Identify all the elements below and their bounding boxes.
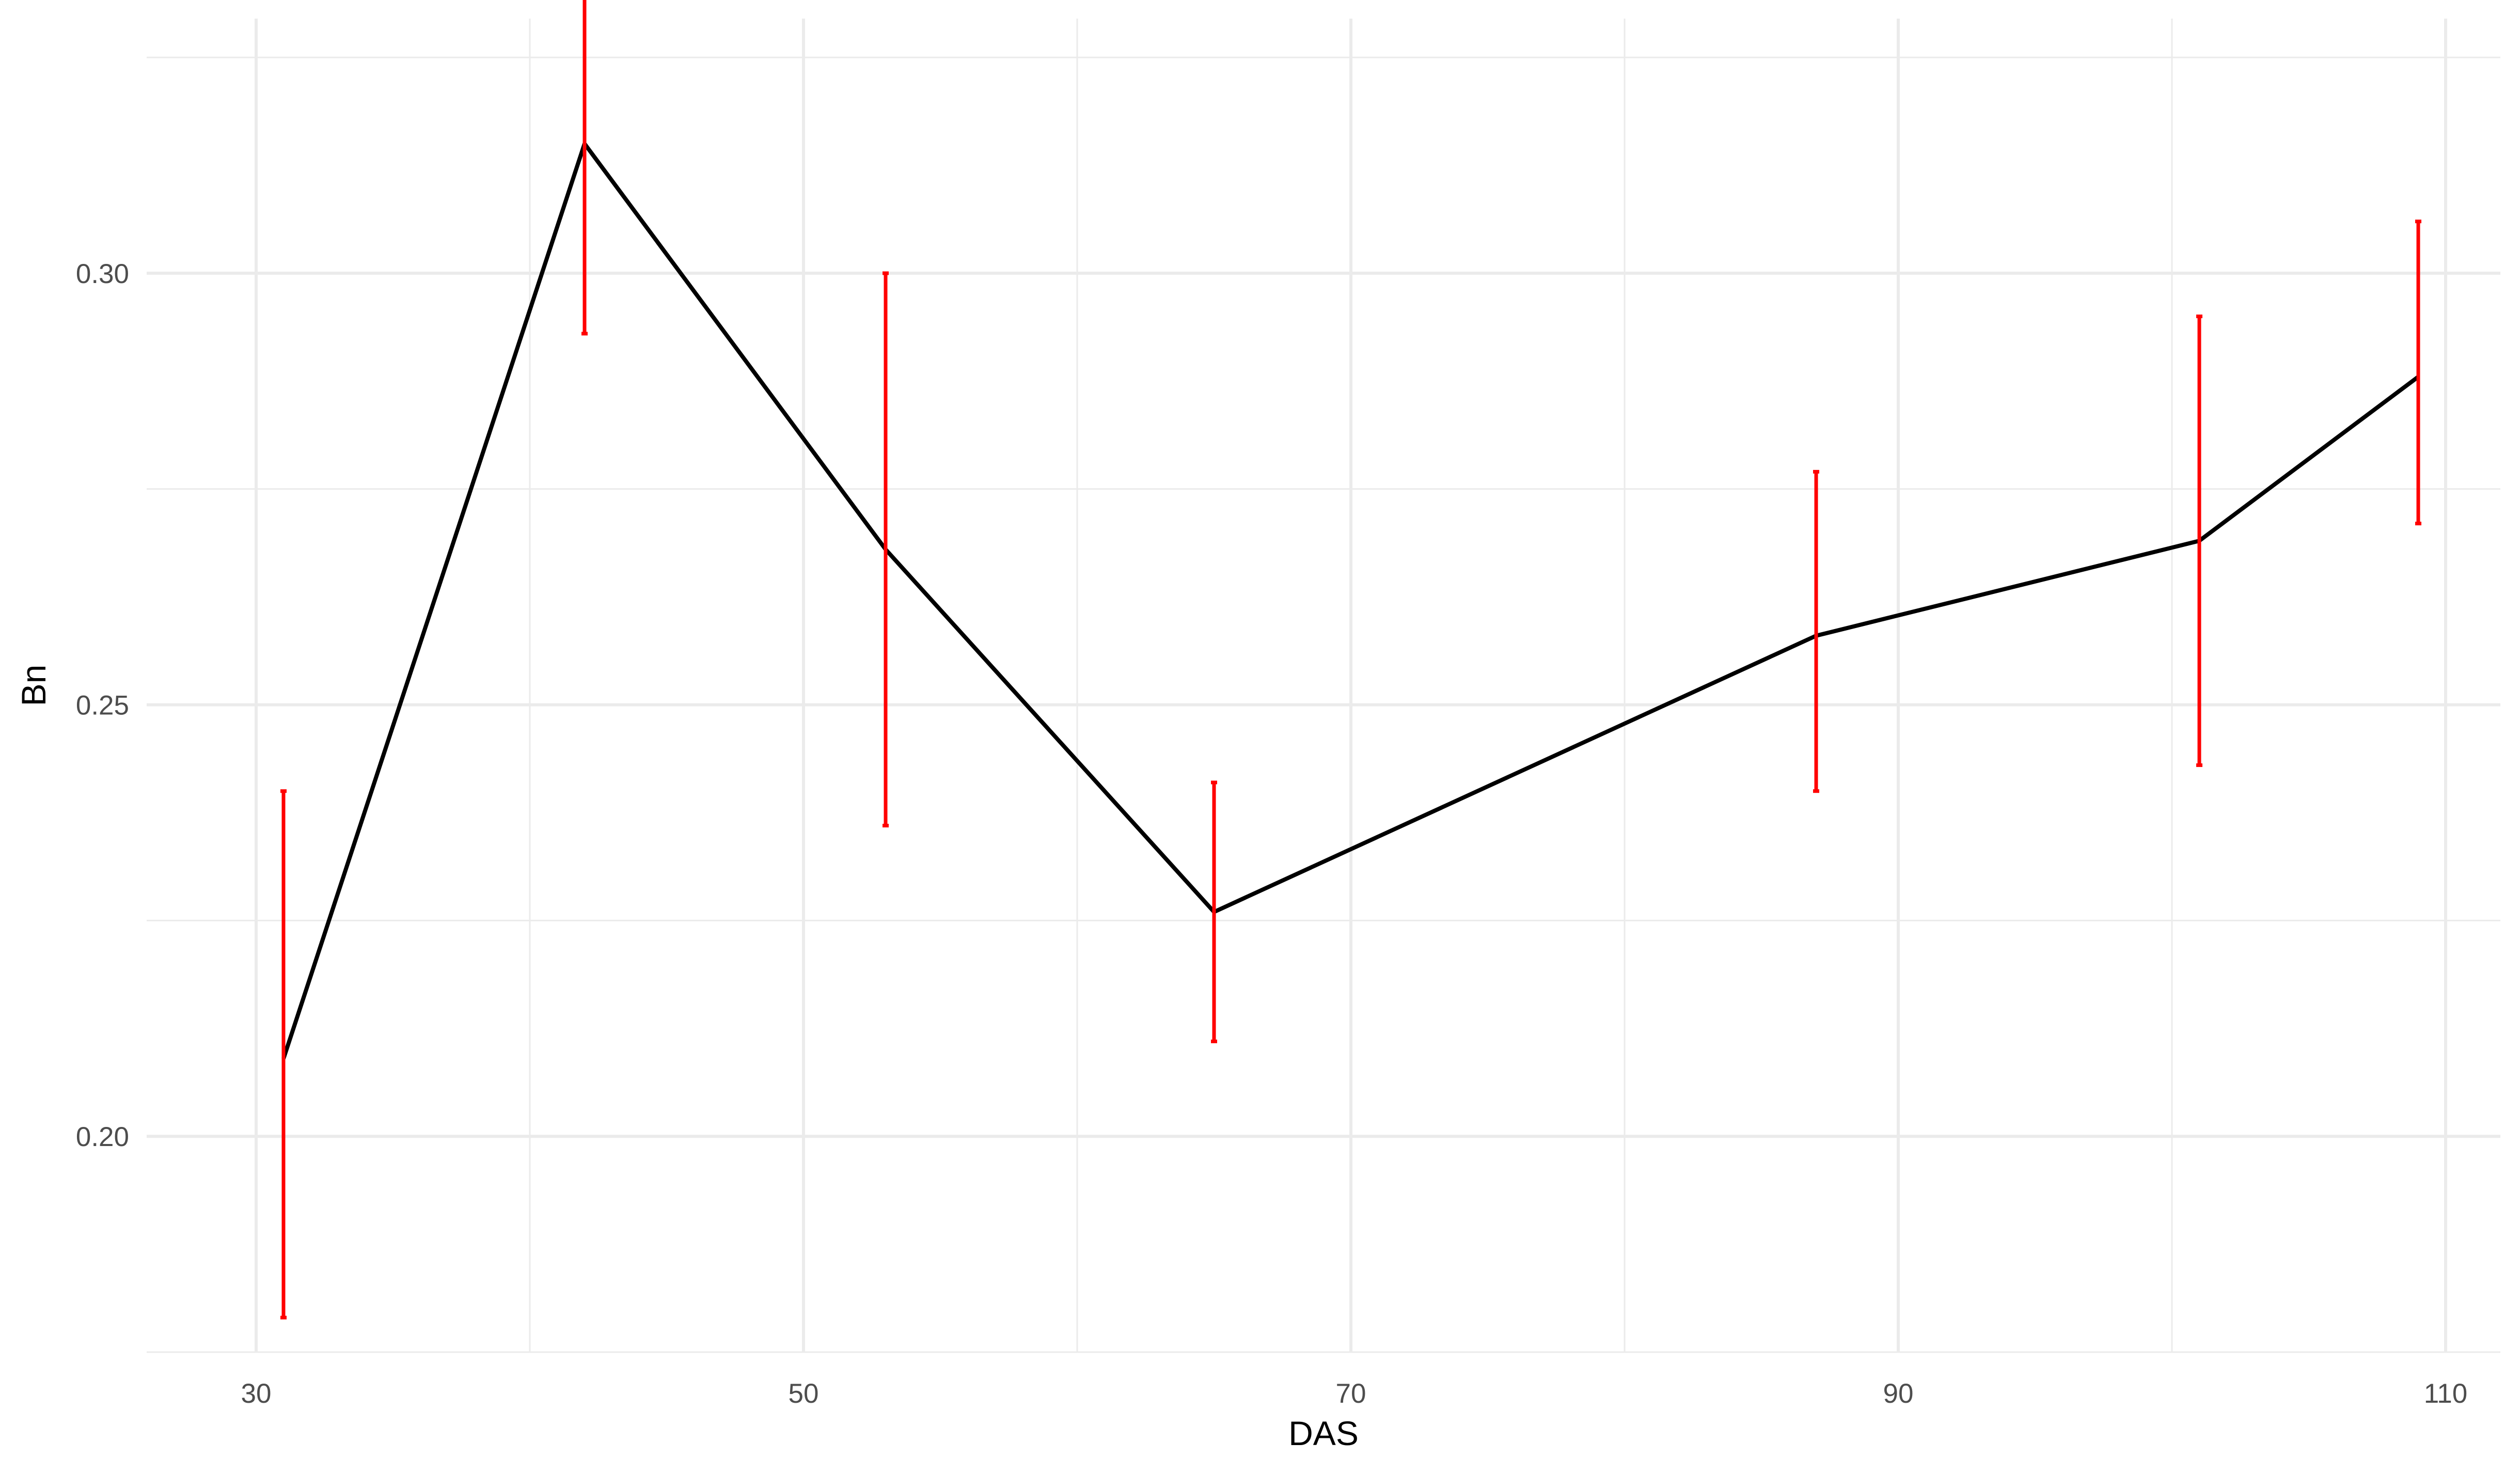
x-tick-label: 70 (1336, 1378, 1366, 1409)
y-tick-label: 0.25 (76, 691, 129, 721)
y-tick-label: 0.20 (76, 1122, 129, 1152)
x-tick-label: 30 (241, 1378, 272, 1409)
y-tick-label: 0.30 (76, 259, 129, 289)
error-bars (280, 0, 2421, 1320)
y-axis-tick-labels: 0.20 0.25 0.30 (76, 259, 129, 1152)
x-axis-tick-labels: 30 50 70 90 110 (241, 1378, 2468, 1409)
error-bar (883, 271, 889, 828)
error-bar (280, 789, 287, 1320)
x-axis-title: DAS (1288, 1414, 1359, 1452)
error-bar (2196, 315, 2202, 767)
error-bar (1813, 469, 1819, 793)
grid-lines (147, 19, 2500, 1353)
x-tick-label: 110 (2424, 1378, 2468, 1409)
x-tick-label: 50 (789, 1378, 819, 1409)
error-bar (1211, 780, 1217, 1043)
x-tick-label: 90 (1883, 1378, 1914, 1409)
error-bar (581, 0, 588, 336)
y-axis-title: Bn (14, 665, 53, 707)
error-bar (2415, 219, 2421, 526)
